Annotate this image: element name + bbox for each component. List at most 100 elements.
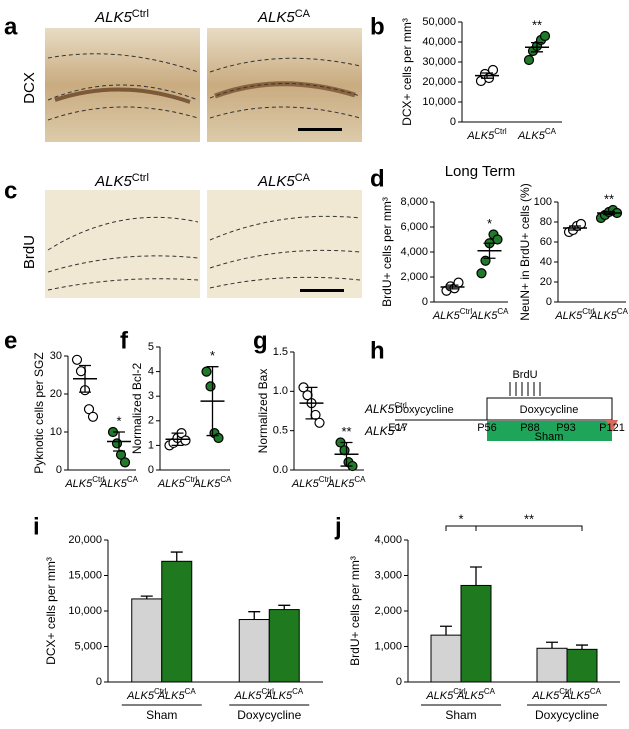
bar	[536, 647, 568, 683]
gene-name: ALK5	[589, 310, 618, 322]
y-tick-label: 0	[450, 116, 456, 128]
error-bar	[481, 72, 493, 79]
micrographs-c	[45, 190, 362, 298]
y-tick-label: 4	[148, 366, 154, 378]
significance: *	[487, 216, 492, 231]
micrograph	[45, 190, 200, 298]
gene-name: ALK5	[517, 130, 546, 142]
age-label: E17	[388, 422, 408, 434]
genotype-label: ALK5CA	[326, 475, 366, 490]
genotype: Ctrl	[494, 127, 507, 136]
brdu-arrows	[509, 382, 541, 396]
genotype-label: ALK5Ctrl	[425, 687, 466, 702]
genotype: CA	[220, 475, 232, 484]
chart-title: Long Term	[445, 163, 516, 180]
error-bar	[440, 625, 452, 636]
gene-name: ALK5	[157, 478, 186, 490]
panel-letter: a	[4, 13, 18, 40]
gene-name: ALK5	[425, 690, 454, 702]
panel-letter: c	[4, 177, 17, 204]
error-bar	[470, 566, 482, 586]
genotype: CA	[354, 475, 366, 484]
bar	[430, 634, 462, 683]
panel-letter: g	[253, 327, 268, 354]
significance: **	[341, 424, 351, 439]
y-tick-label: 30,000	[422, 56, 456, 68]
genotype: CA	[497, 307, 509, 316]
error-bar	[546, 641, 558, 649]
genotype: CA	[590, 687, 602, 696]
data-point	[476, 268, 487, 279]
treatment-label: Doxycycline	[520, 404, 579, 416]
data-point	[523, 54, 535, 66]
gene-name: ALK5	[94, 9, 132, 26]
data-point	[180, 435, 191, 446]
y-tick-label: 5,000	[74, 640, 102, 652]
significance: **	[524, 511, 534, 526]
gene-name: ALK5	[364, 402, 395, 416]
error-bar	[483, 242, 496, 259]
stained-cells	[214, 81, 356, 99]
genotype: CA	[394, 423, 406, 432]
data-point	[71, 354, 83, 365]
gene-name: ALK5	[264, 690, 293, 702]
y-tick-label: 20,000	[68, 534, 102, 546]
y-tick-label: 40,000	[422, 36, 456, 48]
genotype: Ctrl	[582, 307, 595, 316]
y-tick-label: 0.0	[273, 464, 288, 476]
genotype: Ctrl	[261, 687, 274, 696]
y-tick-label: 4,000	[400, 246, 428, 258]
y-tick-label: 0	[96, 676, 102, 688]
genotype: Ctrl	[559, 687, 572, 696]
data-point	[492, 234, 503, 245]
panel-letter: e	[4, 327, 17, 354]
y-tick-label: 2,000	[374, 605, 402, 617]
sham-box	[487, 421, 612, 441]
genotype: Ctrl	[185, 475, 198, 484]
y-tick-label: 20	[540, 276, 552, 288]
y-tick-label: 10	[50, 426, 62, 438]
group-label: Doxycycline	[535, 708, 599, 722]
group-label: Sham	[146, 708, 177, 722]
genotype-label: ALK5Ctrl	[291, 475, 332, 490]
y-tick-label: 10,000	[68, 605, 102, 617]
error-bar	[140, 595, 153, 599]
genotype: CA	[127, 475, 139, 484]
genotype: CA	[484, 687, 496, 696]
genotype-label: ALK5Ctrl	[126, 687, 167, 702]
y-tick-label: 5	[148, 341, 154, 353]
age-label: P93	[556, 422, 576, 434]
significance: **	[604, 191, 614, 206]
age-label: P56	[477, 422, 497, 434]
genotype-label: ALK5Ctrl	[531, 687, 572, 702]
scale-bar	[300, 289, 344, 292]
genotype: CA	[545, 127, 557, 136]
genotype: CA	[292, 687, 304, 696]
genotype: CA	[295, 172, 311, 184]
genotype-label: ALK5Ctrl	[466, 127, 507, 142]
y-axis-label: Pyknotic cells per SGZ	[32, 352, 46, 473]
genotype-label: ALK5Ctrl	[94, 8, 149, 26]
control-label: Sham	[535, 431, 564, 443]
data-point	[111, 438, 123, 449]
pulse-label: BrdU	[512, 369, 537, 381]
genotype-label: ALK5Ctrl	[432, 307, 473, 322]
significance: *	[210, 348, 215, 363]
stain-label: BrdU	[21, 235, 38, 269]
gene-name: ALK5	[562, 690, 591, 702]
y-tick-label: 8,000	[400, 196, 428, 208]
genotype-label: ALK5Ctrl	[234, 687, 275, 702]
genotype-label: ALK5Ctrl	[157, 475, 198, 490]
stain-label: DCX	[21, 72, 38, 104]
age-label: P88	[520, 422, 540, 434]
group-label: Sham	[445, 708, 476, 722]
genotype-label: ALK5Ctrl	[64, 475, 105, 490]
y-tick-label: 0	[396, 676, 402, 688]
genotype: Ctrl	[92, 475, 105, 484]
genotype-label: ALK5CA	[589, 307, 629, 322]
gene-name: ALK5	[554, 310, 583, 322]
y-tick-label: 2,000	[400, 271, 428, 283]
y-tick-label: 0	[422, 296, 428, 308]
timeline-shapes	[395, 382, 618, 441]
data-point	[119, 457, 131, 468]
